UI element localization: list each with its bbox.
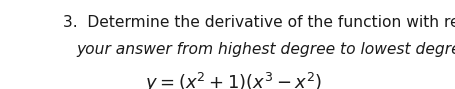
Text: your answer from highest degree to lowest degree): your answer from highest degree to lowes… bbox=[76, 42, 455, 57]
Text: $y = (x^2 + 1)(x^3 - x^2)$: $y = (x^2 + 1)(x^3 - x^2)$ bbox=[145, 71, 322, 89]
Text: 3.  Determine the derivative of the function with respect to x.: 3. Determine the derivative of the funct… bbox=[63, 15, 455, 30]
